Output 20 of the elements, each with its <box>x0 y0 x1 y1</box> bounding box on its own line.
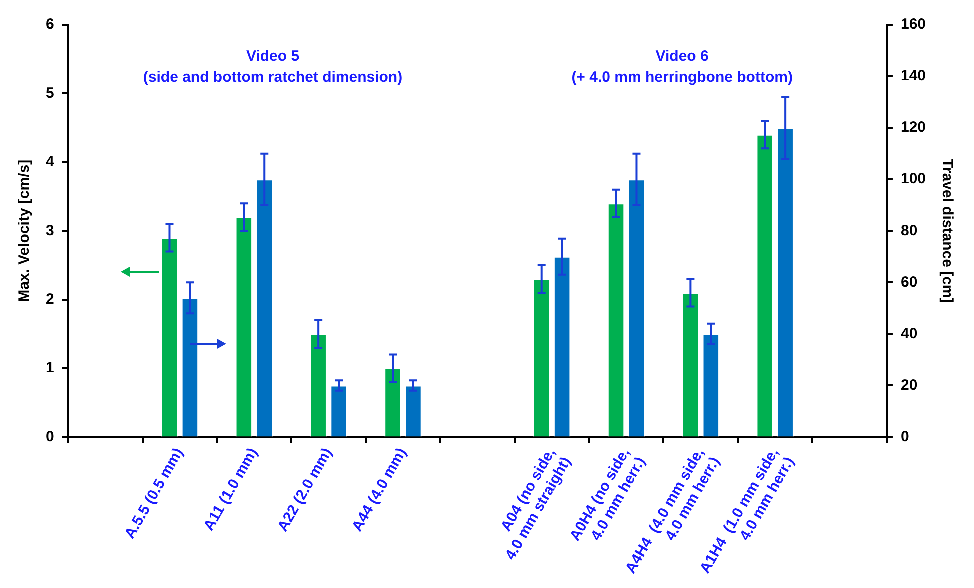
y2-tick-label: 140 <box>900 68 926 85</box>
y2-tick-label: 40 <box>900 325 918 342</box>
y2-tick-label: 60 <box>900 274 918 291</box>
y2-tick-label: 20 <box>900 376 918 394</box>
y2-axis-title: Travel distance [cm] <box>938 159 956 304</box>
y2-tick-label: 80 <box>900 222 918 240</box>
y2-tick-label: 0 <box>900 428 910 446</box>
y-tick-label: 0 <box>46 428 54 446</box>
y-tick-label: 2 <box>46 290 54 308</box>
y-axis-title: Max. Velocity [cm/s] <box>16 160 34 302</box>
y2-tick-label: 120 <box>900 119 926 136</box>
y2-tick-label: 100 <box>900 170 926 188</box>
y-tick-label: 6 <box>46 16 54 34</box>
y-tick-label: 1 <box>46 360 54 377</box>
annotation: Video 6 (+ 4.0 mm herringbone bottom) <box>572 48 793 86</box>
y-tick-label: 3 <box>46 222 54 240</box>
y2-tick-label: 160 <box>900 16 926 34</box>
y-tick-label: 4 <box>46 154 55 171</box>
y-tick-label: 5 <box>46 84 54 102</box>
annotation: Video 5 (side and bottom ratchet dimension) <box>143 48 403 86</box>
